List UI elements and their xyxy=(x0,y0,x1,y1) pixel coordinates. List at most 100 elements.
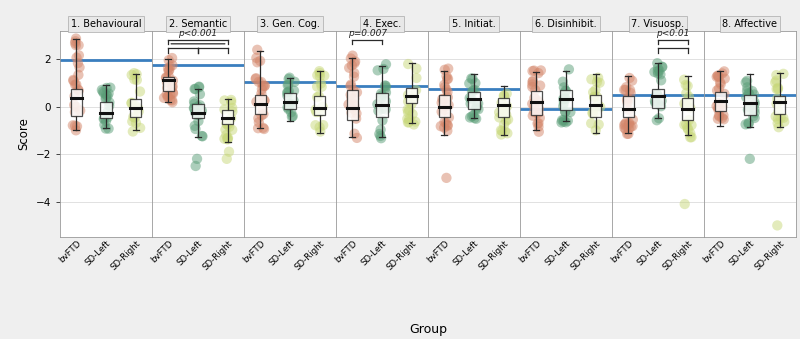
Point xyxy=(252,125,265,131)
Point xyxy=(288,79,301,84)
Point xyxy=(69,123,82,128)
Point xyxy=(223,124,236,129)
Point xyxy=(255,113,268,118)
Point xyxy=(626,78,638,83)
Point xyxy=(285,101,298,106)
Point xyxy=(316,104,329,109)
Point xyxy=(712,106,725,112)
Point xyxy=(284,103,297,108)
Point xyxy=(283,103,296,109)
Point xyxy=(777,115,790,121)
Bar xyxy=(406,87,418,103)
Point xyxy=(194,92,206,97)
Point xyxy=(134,125,146,131)
Point xyxy=(348,103,361,108)
Point xyxy=(622,120,635,125)
Point xyxy=(718,76,731,81)
Title: 6. Disinhibit.: 6. Disinhibit. xyxy=(535,19,597,29)
Point xyxy=(590,127,602,133)
Point xyxy=(72,72,85,78)
Title: 1. Behavioural: 1. Behavioural xyxy=(70,19,142,29)
Point xyxy=(188,105,201,111)
Point xyxy=(218,98,231,103)
Point xyxy=(406,112,419,117)
Point xyxy=(189,110,202,115)
Point xyxy=(498,93,510,99)
Bar xyxy=(774,96,786,114)
Point xyxy=(654,103,667,109)
Point xyxy=(714,81,727,87)
Point xyxy=(99,95,112,100)
Point xyxy=(346,63,358,68)
Point xyxy=(494,127,507,133)
Point xyxy=(530,110,543,116)
Point xyxy=(685,135,698,140)
Point xyxy=(440,73,453,79)
Point xyxy=(256,106,269,112)
Bar xyxy=(346,90,358,120)
Point xyxy=(160,92,173,97)
Point xyxy=(68,93,81,99)
Point xyxy=(622,95,634,101)
Y-axis label: Score: Score xyxy=(17,118,30,150)
Point xyxy=(101,94,114,99)
Point xyxy=(624,124,637,129)
Point xyxy=(347,88,360,93)
Point xyxy=(678,122,690,127)
Point xyxy=(588,95,601,100)
Point xyxy=(530,97,543,102)
Point xyxy=(192,104,205,109)
Point xyxy=(350,111,363,116)
Text: p=0.007: p=0.007 xyxy=(347,29,386,38)
Point xyxy=(127,114,140,120)
Point xyxy=(592,75,605,80)
Point xyxy=(713,74,726,80)
Point xyxy=(372,108,385,114)
Point xyxy=(347,74,360,79)
Bar xyxy=(468,92,480,109)
Point xyxy=(410,75,423,81)
Point xyxy=(218,107,231,112)
Point xyxy=(342,65,355,71)
Point xyxy=(562,118,574,123)
Point xyxy=(252,79,265,85)
Point xyxy=(374,91,387,96)
Title: 7. Visuosp.: 7. Visuosp. xyxy=(631,19,685,29)
Point xyxy=(250,55,262,61)
Point xyxy=(742,121,755,127)
Bar xyxy=(744,95,756,115)
Point xyxy=(258,98,271,103)
Point xyxy=(310,84,323,89)
Point xyxy=(741,78,754,83)
Point xyxy=(409,119,422,124)
Point xyxy=(742,91,755,97)
Point xyxy=(220,121,233,126)
Point xyxy=(374,127,387,133)
Point xyxy=(128,71,141,76)
Point xyxy=(318,73,330,78)
Point xyxy=(345,56,358,61)
Point xyxy=(69,82,82,87)
Point xyxy=(713,86,726,91)
Point xyxy=(72,42,85,48)
Point xyxy=(250,76,262,82)
Point xyxy=(67,78,80,84)
Point xyxy=(534,83,546,88)
Point xyxy=(464,115,477,120)
Point xyxy=(533,129,546,135)
Point xyxy=(526,68,539,74)
Point xyxy=(718,117,730,122)
Point xyxy=(711,116,724,121)
Text: p<0.01: p<0.01 xyxy=(656,29,690,38)
Point xyxy=(585,121,598,126)
Point xyxy=(748,102,761,107)
Point xyxy=(282,106,294,112)
Point xyxy=(739,80,752,85)
Point xyxy=(586,89,599,95)
Point xyxy=(251,47,264,53)
Point xyxy=(498,128,511,134)
Point xyxy=(472,106,485,112)
Point xyxy=(314,71,326,76)
Point xyxy=(772,124,785,130)
Point xyxy=(346,96,358,101)
